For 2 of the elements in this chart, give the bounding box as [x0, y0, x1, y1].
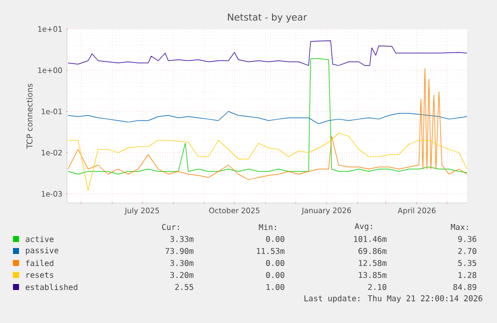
chart-title: Netstat - by year: [228, 13, 307, 23]
line-series: [68, 132, 468, 191]
